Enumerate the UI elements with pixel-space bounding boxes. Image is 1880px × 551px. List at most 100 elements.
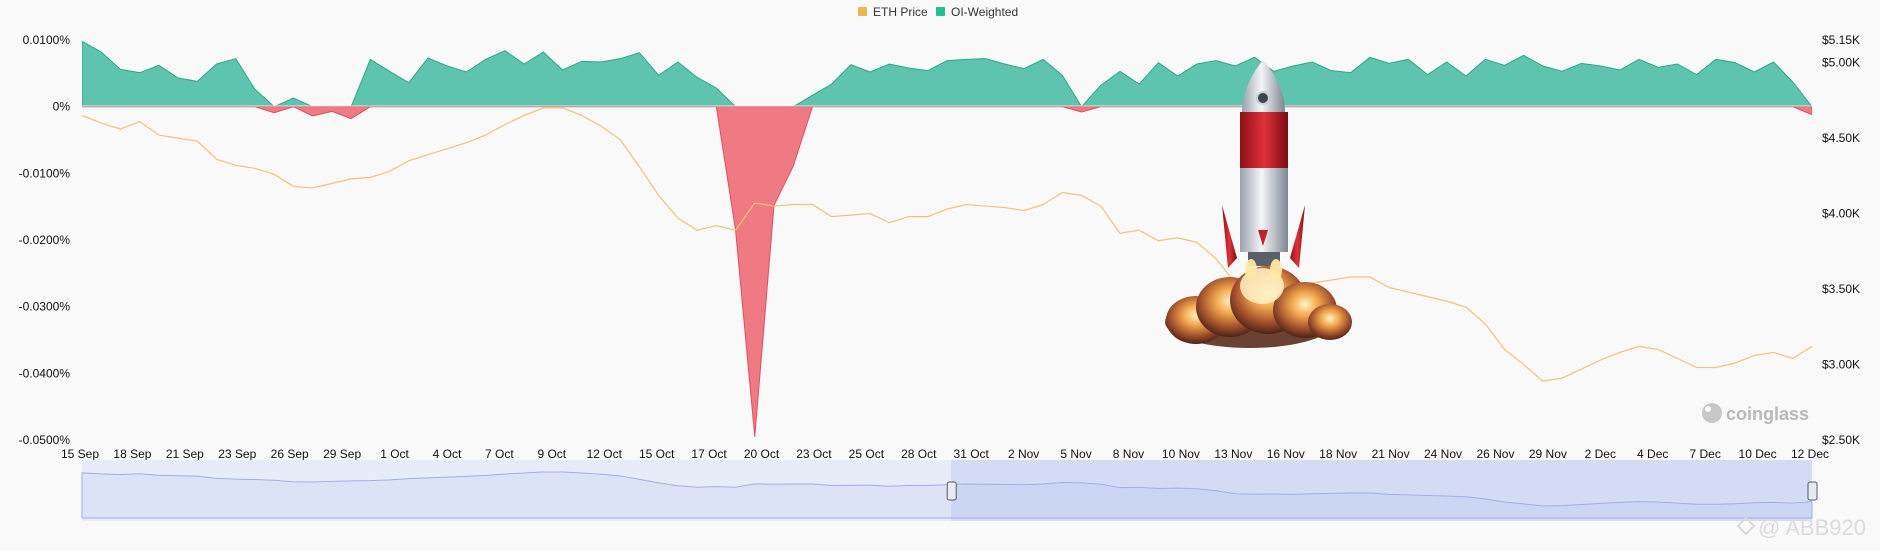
oi-weighted-point <box>850 64 852 66</box>
x-tick-label: 21 Sep <box>166 447 204 461</box>
oi-weighted-point <box>754 436 756 438</box>
eth-price-point <box>1330 279 1332 281</box>
eth-price-point <box>677 217 679 219</box>
eth-price-point <box>1715 367 1717 369</box>
x-tick-label: 12 Oct <box>587 447 623 461</box>
eth-price-point <box>792 204 794 206</box>
eth-price-point <box>1657 348 1659 350</box>
navigator-handle-left[interactable] <box>946 481 957 501</box>
oi-weighted-point <box>927 70 929 72</box>
eth-price-point <box>1407 291 1409 293</box>
eth-price-point <box>100 122 102 124</box>
navigator-handle-right[interactable] <box>1807 481 1818 501</box>
oi-weighted-point <box>965 58 967 60</box>
range-navigator[interactable] <box>81 460 1818 521</box>
x-tick-label: 26 Nov <box>1476 447 1514 461</box>
eth-price-point <box>984 205 986 207</box>
x-tick-label: 8 Nov <box>1113 447 1144 461</box>
oi-weighted-point <box>100 51 102 53</box>
oi-weighted-point <box>254 88 256 90</box>
eth-price-point <box>1484 323 1486 325</box>
oi-weighted-point <box>446 65 448 67</box>
x-tick-label: 2 Dec <box>1585 447 1616 461</box>
oi-weighted-point <box>369 58 371 60</box>
x-tick-label: 10 Dec <box>1739 447 1777 461</box>
eth-price-point <box>139 121 141 123</box>
x-tick-label: 28 Oct <box>901 447 937 461</box>
legend[interactable]: ETH Price OI-Weighted <box>858 5 1018 19</box>
eth-price-point <box>811 204 813 206</box>
eth-price-point <box>350 178 352 180</box>
oi-weighted-point <box>619 58 621 60</box>
oi-weighted-point <box>408 82 410 84</box>
eth-price-point <box>1157 240 1159 242</box>
oi-weighted-point <box>158 64 160 66</box>
eth-price-point <box>254 167 256 169</box>
y-right-tick-label: $4.00K <box>1822 207 1860 221</box>
oi-weighted-point <box>292 97 294 99</box>
y-left-tick-label: -0.0100% <box>19 166 71 180</box>
y-axis-right: $5.15K $5.00K $4.50K $4.00K $3.50K $3.00K $2.5… <box>1822 33 1860 447</box>
legend-swatch-oi-weighted <box>936 7 945 16</box>
eth-price-point <box>273 173 275 175</box>
eth-price-point <box>965 204 967 206</box>
oi-weighted-point <box>1369 56 1371 58</box>
eth-price-point <box>773 205 775 207</box>
oi-weighted-point <box>1676 63 1678 65</box>
rocket-body <box>1222 60 1305 281</box>
x-tick-label: 16 Nov <box>1267 447 1305 461</box>
eth-price-point <box>1773 351 1775 353</box>
eth-price-point <box>81 114 83 116</box>
oi-weighted-point <box>465 71 467 73</box>
y-right-tick-label: $4.50K <box>1822 131 1860 145</box>
oi-weighted-point <box>946 60 948 62</box>
eth-price-point <box>312 187 314 189</box>
x-tick-label: 23 Sep <box>218 447 256 461</box>
eth-price-point <box>1061 191 1063 193</box>
eth-price-point <box>1542 380 1544 382</box>
author-watermark: @ ABB920 <box>1736 515 1866 540</box>
eth-price-point <box>485 134 487 136</box>
x-tick-label: 17 Oct <box>691 447 727 461</box>
y-left-tick-label: -0.0400% <box>19 366 71 380</box>
x-tick-label: 5 Nov <box>1060 447 1091 461</box>
oi-weighted-point <box>1023 68 1025 70</box>
x-tick-label: 7 Oct <box>485 447 514 461</box>
oi-weighted-point <box>1177 75 1179 77</box>
eth-price-point <box>1100 205 1102 207</box>
oi-weighted-point <box>1157 62 1159 64</box>
oi-weighted-point <box>350 118 352 120</box>
oi-weighted-point <box>1600 65 1602 67</box>
eth-price-point <box>119 128 121 130</box>
y-right-tick-label: $5.15K <box>1822 33 1860 47</box>
oi-weighted-point <box>1081 111 1083 113</box>
eth-price-point <box>235 164 237 166</box>
eth-price-point <box>1734 362 1736 364</box>
oi-weighted-point <box>177 77 179 79</box>
eth-price-point <box>1004 207 1006 209</box>
eth-price-point <box>523 114 525 116</box>
oi-weighted-point <box>235 58 237 60</box>
eth-price-point <box>292 185 294 187</box>
oi-weighted-point <box>1523 54 1525 56</box>
eth-price-point <box>331 182 333 184</box>
navigator-selection[interactable] <box>951 460 1812 521</box>
oi-weighted-point <box>427 57 429 59</box>
eth-price-point <box>158 134 160 136</box>
oi-weighted-point <box>581 60 583 62</box>
coinglass-watermark: coinglass <box>1702 403 1809 424</box>
series-oi-weighted-positive <box>82 40 1812 108</box>
x-tick-label: 24 Nov <box>1424 447 1462 461</box>
plot-area <box>81 40 1812 438</box>
eth-price-point <box>1042 204 1044 206</box>
oi-weighted-point <box>1407 58 1409 60</box>
y-left-tick-label: 0.0100% <box>23 33 71 47</box>
x-tick-label: 2 Nov <box>1008 447 1039 461</box>
y-right-tick-label: $3.50K <box>1822 282 1860 296</box>
oi-weighted-point <box>1465 75 1467 77</box>
y-left-tick-label: 0% <box>53 100 71 114</box>
rocket-icon <box>1165 60 1352 348</box>
oi-weighted-point <box>888 63 890 65</box>
eth-price-point <box>754 202 756 204</box>
x-tick-label: 26 Sep <box>271 447 309 461</box>
